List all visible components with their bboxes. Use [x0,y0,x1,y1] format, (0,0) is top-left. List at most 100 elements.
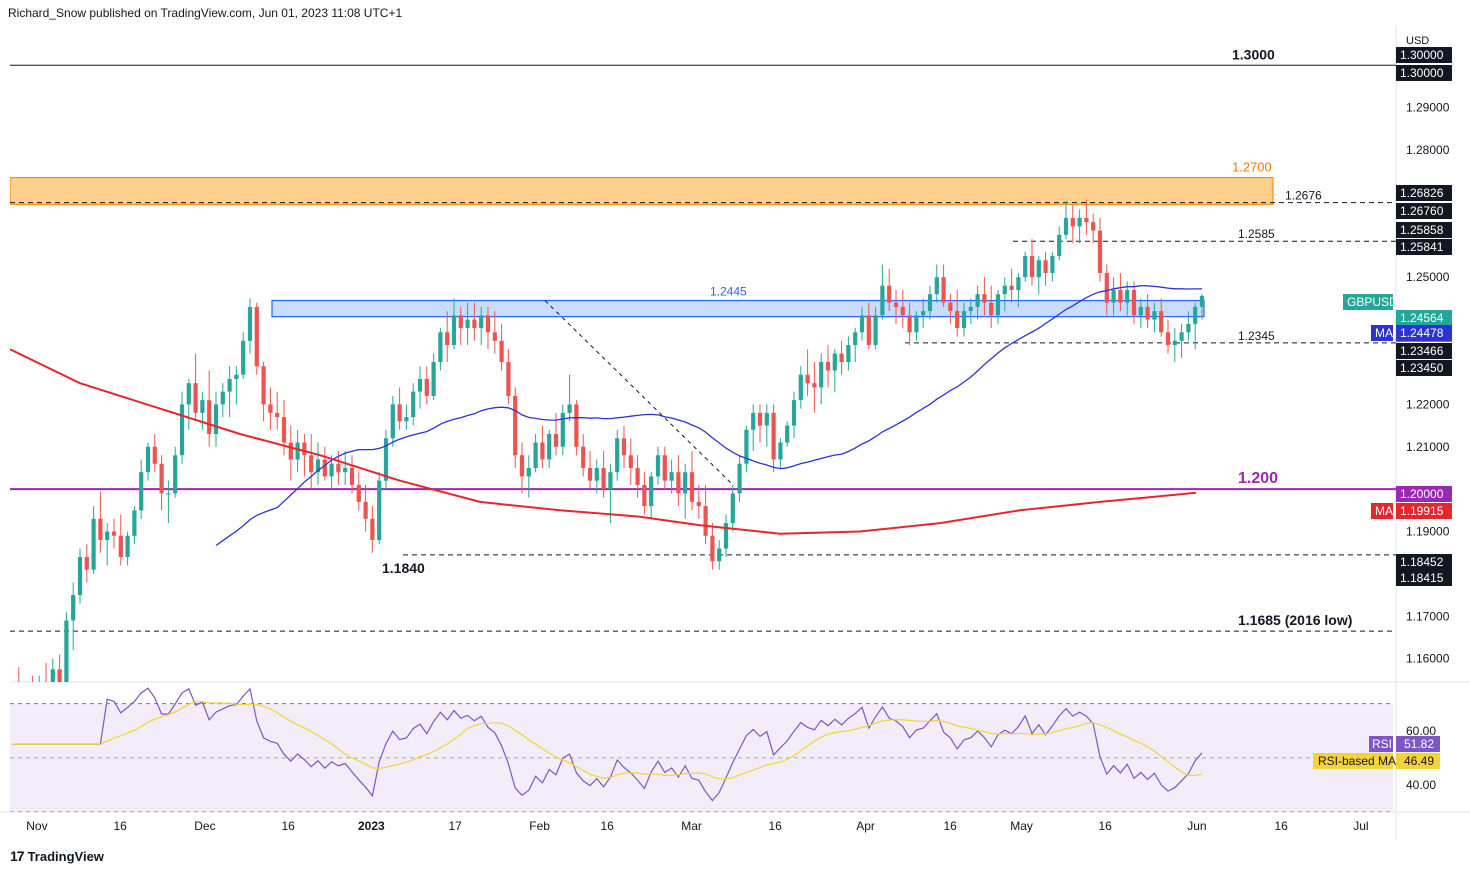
time-tick-label: May [1010,819,1033,833]
candle-body [587,467,593,481]
time-tick-label: 17 [449,819,463,833]
price-tag-label: MA [1375,504,1393,518]
price-tag-bg [1396,360,1452,376]
price-tag-bg [1396,203,1452,219]
candle-body [1179,332,1184,341]
price-tag-label: 1.24478 [1400,326,1444,340]
candle-body [254,306,259,367]
candle-body [1070,217,1075,227]
candle-body [125,535,130,557]
price-tag-label: 1.25841 [1400,240,1444,254]
candle-body [737,463,742,494]
candle-body [445,332,450,346]
price-tag-label: 1.18452 [1400,555,1444,569]
price-tick-label: 1.17000 [1406,609,1450,623]
annotation-1-200: 1.200 [1238,470,1278,487]
candle-body [465,319,470,329]
annotation-1-2345: 1.2345 [1238,329,1275,343]
tradingview-brand[interactable]: 17 TradingView [10,848,104,864]
candle-body [451,315,457,346]
candle-body [404,417,409,422]
candle-body [723,523,729,549]
candle-body [900,306,905,316]
price-tag-label: 1.23466 [1400,344,1444,358]
price-tick-label: 1.19000 [1406,525,1450,539]
candle-body [472,319,477,329]
candle-body [567,404,572,413]
candle-body [173,455,178,494]
candle-body [703,506,708,536]
rsi-value-label: 51.82 [1404,737,1434,751]
candle-body [757,412,763,426]
price-tag-bg [1396,570,1452,586]
candle-body [193,383,198,413]
time-tick-label: Apr [856,819,875,833]
candle-body [329,463,334,477]
candle-body [288,442,293,460]
price-tick-label: 1.29000 [1406,101,1450,115]
candle-body [227,378,232,392]
candle-body [730,493,735,524]
candle-body [893,302,899,307]
price-tag-bg [1396,310,1452,326]
price-tag-bg [1396,65,1452,81]
candle-body [825,361,831,371]
price-tick-label: 1.21000 [1406,440,1450,454]
candle-body [166,493,171,495]
price-tag-label: 1.20000 [1400,487,1444,501]
candle-body [921,311,926,316]
candle-body [1172,340,1177,346]
price-tag-label: 1.30000 [1400,66,1444,80]
time-tick-label: 16 [944,819,958,833]
time-tick-label: Dec [194,819,215,833]
price-tag-bg [1371,503,1393,519]
candle-body [764,412,769,426]
candle-body [989,302,994,316]
candle-body [302,442,307,456]
candle-body [431,361,436,396]
candle-body [771,412,776,460]
candle-body [84,556,89,570]
annotation-1-1685: 1.1685 (2016 low) [1238,612,1352,628]
candle-body [655,455,661,477]
candle-body [819,361,824,388]
price-tag-bg [1396,554,1452,570]
candle-body [1084,217,1089,223]
candle-body [608,472,613,490]
candle-body [1077,217,1082,227]
candle-body [1118,289,1123,303]
candle-body [710,535,715,562]
candle-body [839,353,844,362]
candle-body [1111,289,1116,303]
price-tag-bg [1396,343,1452,359]
support-zone [271,299,1205,318]
candle-body [785,425,790,443]
candle-body [1138,306,1143,316]
candle-body [152,446,157,464]
time-tick-label: 16 [769,819,783,833]
candle-body [649,476,654,507]
time-tick-label: Nov [26,819,47,833]
rsi-ma-tag-label: RSI-based MA [1318,754,1396,768]
candle-body [1063,217,1069,235]
candle-body [111,531,117,536]
tradingview-logo-icon: 17 [10,848,25,864]
candle-body [519,455,525,477]
time-tick-label: Jun [1187,819,1206,833]
candle-body [363,501,368,519]
candle-body [975,294,980,307]
candle-body [275,412,280,418]
candle-body [417,378,423,392]
candle-body [315,459,321,473]
candle-body [540,442,545,460]
price-tag-label: 1.26760 [1400,204,1444,218]
rsi-ma-value-bg [1396,753,1440,769]
time-tick-label: 16 [1099,819,1113,833]
candle-body [560,412,565,447]
candle-body [1145,306,1150,320]
candle-body [98,518,103,541]
candle-body [581,446,586,468]
time-tick-label: Jul [1353,819,1368,833]
price-axis-currency: USD [1406,35,1429,47]
